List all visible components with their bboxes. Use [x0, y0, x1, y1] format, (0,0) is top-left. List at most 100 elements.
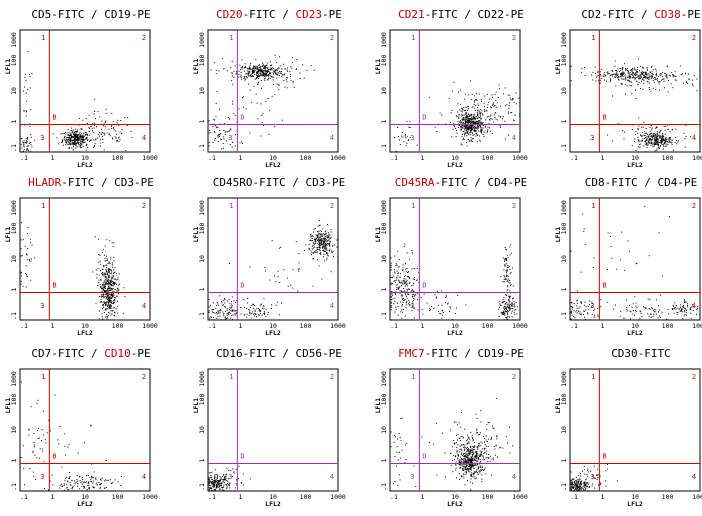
data-point — [459, 459, 461, 461]
data-point — [467, 456, 469, 458]
data-point — [488, 101, 490, 103]
data-point — [94, 145, 96, 147]
data-point — [279, 71, 281, 72]
data-point — [507, 275, 509, 277]
data-point — [106, 283, 108, 285]
data-point — [472, 105, 474, 107]
data-point — [584, 318, 586, 320]
y-tick-label: 1000 — [198, 371, 206, 387]
data-point — [405, 134, 406, 135]
data-point — [655, 149, 657, 151]
data-point — [404, 276, 405, 277]
data-point — [465, 460, 467, 462]
data-point — [303, 77, 305, 79]
data-point — [49, 430, 51, 432]
data-point — [390, 306, 392, 308]
data-point — [76, 142, 78, 144]
data-point — [696, 309, 698, 311]
data-point — [111, 310, 113, 312]
data-point — [445, 302, 447, 304]
data-point — [216, 317, 218, 319]
data-point — [413, 268, 415, 269]
data-point — [503, 301, 504, 303]
data-point — [211, 487, 213, 489]
data-point — [652, 77, 654, 79]
data-point — [106, 301, 108, 303]
data-point — [210, 475, 212, 476]
panel-title: CD16-FITC / CD56-PE — [194, 347, 364, 360]
data-point — [276, 62, 278, 63]
data-point — [255, 66, 257, 68]
data-point — [406, 300, 408, 302]
data-point — [212, 485, 214, 487]
data-point — [102, 295, 104, 296]
data-point — [642, 79, 643, 80]
data-point — [268, 74, 270, 75]
data-point — [411, 252, 413, 254]
data-point — [260, 68, 262, 70]
data-point — [103, 302, 105, 304]
data-point — [311, 240, 313, 242]
data-point — [649, 142, 651, 144]
data-point — [471, 459, 473, 460]
data-point — [104, 293, 106, 295]
data-point — [632, 67, 634, 69]
data-points — [20, 381, 122, 492]
data-point — [685, 314, 687, 316]
data-point — [404, 285, 406, 287]
data-point — [259, 64, 260, 66]
data-point — [397, 314, 399, 316]
data-point — [82, 119, 84, 121]
data-point — [600, 73, 601, 75]
data-point — [465, 106, 467, 108]
data-point — [258, 310, 260, 312]
data-point — [105, 302, 107, 304]
data-point — [121, 129, 123, 131]
data-point — [476, 128, 478, 130]
data-point — [635, 310, 637, 312]
data-point — [310, 251, 312, 253]
data-point — [93, 127, 95, 129]
data-point — [620, 74, 622, 76]
data-point — [119, 131, 121, 133]
data-point — [73, 137, 75, 139]
data-point — [440, 313, 442, 315]
data-point — [652, 136, 654, 138]
data-point — [506, 294, 508, 296]
data-point — [213, 316, 214, 318]
data-point — [646, 68, 648, 70]
data-point — [103, 297, 105, 299]
data-point — [656, 142, 658, 143]
data-point — [676, 143, 678, 145]
data-point — [104, 274, 106, 276]
data-point — [111, 294, 113, 296]
data-point — [30, 260, 32, 262]
data-point — [462, 464, 464, 466]
data-point — [228, 478, 229, 480]
data-point — [329, 250, 331, 251]
data-point — [118, 124, 120, 126]
data-point — [689, 307, 691, 309]
data-point — [80, 128, 82, 130]
data-point — [665, 136, 667, 138]
data-point — [447, 302, 449, 304]
data-point — [474, 121, 476, 123]
data-point — [109, 240, 111, 242]
data-point — [631, 70, 633, 71]
data-point — [473, 103, 475, 105]
data-point — [485, 125, 487, 127]
data-point — [69, 142, 71, 144]
data-point — [266, 75, 267, 77]
data-point — [109, 279, 111, 281]
data-point — [210, 316, 212, 318]
data-point — [66, 142, 68, 144]
data-point — [465, 448, 467, 450]
data-point — [241, 143, 243, 144]
data-point — [259, 76, 261, 77]
data-point — [400, 135, 402, 137]
data-point — [405, 274, 407, 276]
data-point — [116, 283, 117, 285]
data-point — [26, 253, 27, 255]
data-point — [480, 99, 482, 101]
data-point — [70, 133, 72, 135]
